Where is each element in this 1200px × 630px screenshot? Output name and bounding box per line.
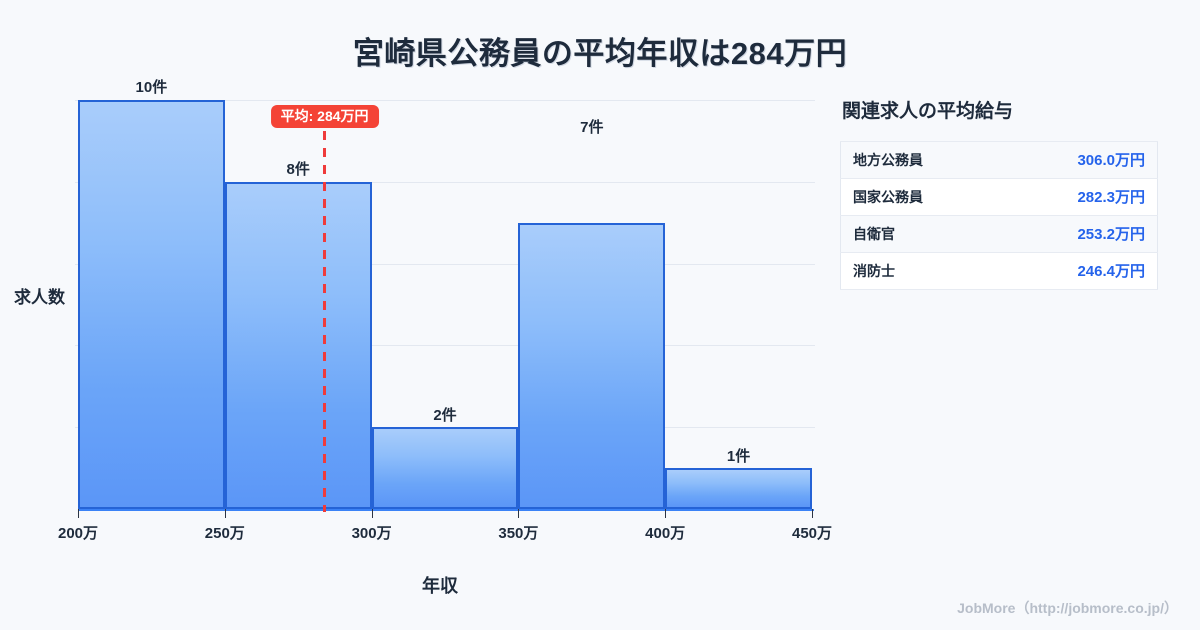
x-axis-line <box>78 509 814 511</box>
plot-canvas: 10件 8件 2件 7件 1件 <box>75 79 815 509</box>
row-label: 地方公務員 <box>853 151 923 168</box>
y-axis-title: 求人数 <box>14 288 65 307</box>
related-salary-title: 関連求人の平均給与 <box>842 101 1014 122</box>
xtick-450 <box>812 509 813 518</box>
average-marker-badge: 平均: 284万円 <box>270 105 379 128</box>
bar-300-350[interactable] <box>371 427 519 509</box>
xtick-label-250: 250万 <box>204 525 245 542</box>
row-value: 306.0万円 <box>1077 152 1145 169</box>
xtick-label-450: 450万 <box>791 525 833 542</box>
xtick-label-400: 400万 <box>645 525 686 542</box>
xtick-label-200: 200万 <box>57 525 99 542</box>
xtick-label-300: 300万 <box>351 525 392 542</box>
bar-250-300[interactable] <box>224 181 372 509</box>
x-axis-title: 年収 <box>422 576 458 596</box>
row-value: 282.3万円 <box>1077 189 1145 206</box>
xtick-250 <box>224 509 226 518</box>
average-marker-line <box>323 131 326 512</box>
row-value: 253.2万円 <box>1077 226 1145 243</box>
related-salary-panel: 関連求人の平均給与 地方公務員 306.0万円 国家公務員 282.3万円 自衛… <box>838 96 1170 290</box>
page-title: 宮崎県公務員の平均年収は284万円 <box>352 36 848 71</box>
related-salary-table: 地方公務員 306.0万円 国家公務員 282.3万円 自衛官 253.2万円 … <box>840 141 1158 290</box>
bar-label-300-350: 2件 <box>433 407 457 424</box>
bar-label-250-300: 8件 <box>286 161 310 178</box>
bar-label-400-450: 1件 <box>726 448 751 465</box>
xtick-200 <box>78 509 79 518</box>
row-label: 消防士 <box>853 262 895 279</box>
bar-label-200-250: 10件 <box>135 79 168 96</box>
table-row[interactable]: 国家公務員 282.3万円 <box>840 178 1158 216</box>
xtick-350 <box>518 509 520 518</box>
bar-400-450[interactable] <box>665 468 812 509</box>
gridline-4 <box>75 345 815 347</box>
row-label: 自衛官 <box>853 225 895 242</box>
bar-350-400[interactable] <box>518 222 666 509</box>
xtick-label-350: 350万 <box>498 525 539 542</box>
xtick-300 <box>371 509 373 518</box>
gridline-6 <box>75 263 815 265</box>
gridline-8 <box>75 181 815 183</box>
bar-label-350-400: 7件 <box>580 119 604 136</box>
bar-200-250[interactable] <box>78 100 225 509</box>
table-row[interactable]: 地方公務員 306.0万円 <box>840 141 1158 179</box>
row-value: 246.4万円 <box>1077 263 1145 280</box>
row-label: 国家公務員 <box>853 188 923 205</box>
gridline-10 <box>75 100 815 101</box>
chart-area: 10件 8件 2件 7件 1件 200万 250万 300万 350万 400万… <box>14 79 833 596</box>
source-credit: JobMore（http://jobmore.co.jp/） <box>957 600 1178 616</box>
xtick-400 <box>665 509 667 518</box>
table-row[interactable]: 消防士 246.4万円 <box>840 252 1158 290</box>
table-row[interactable]: 自衛官 253.2万円 <box>840 215 1158 253</box>
